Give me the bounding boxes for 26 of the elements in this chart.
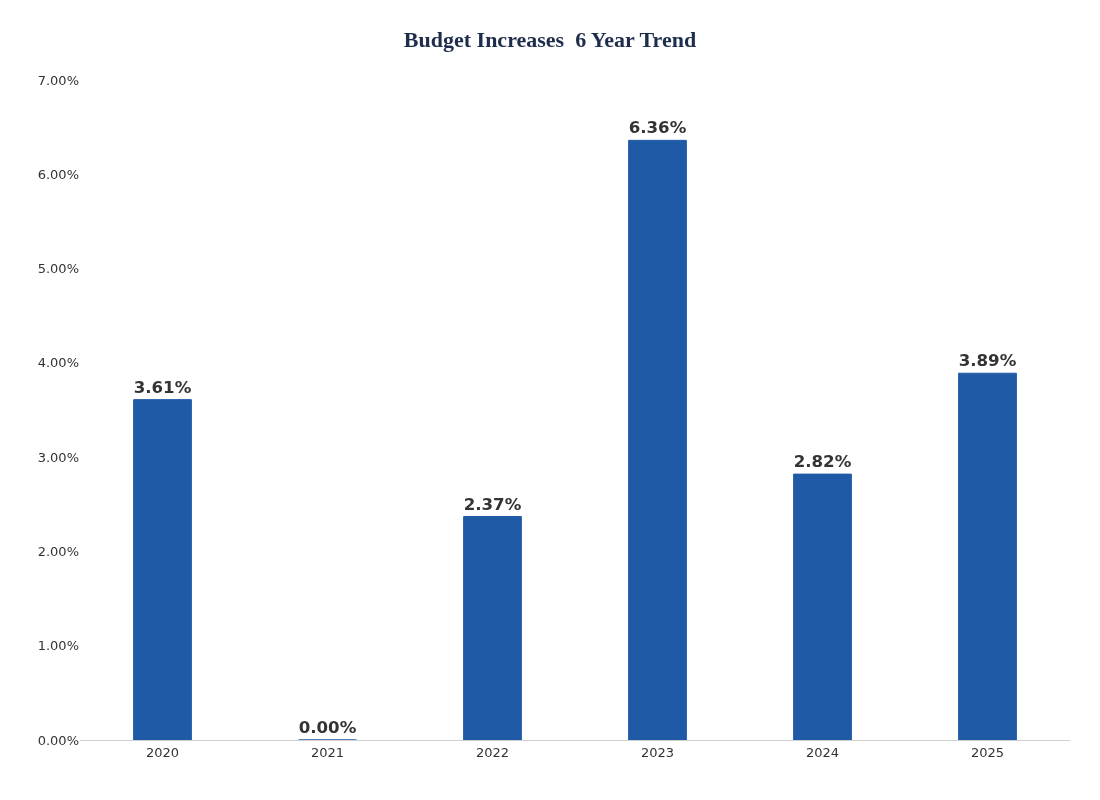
data-label: 6.36% bbox=[628, 118, 687, 138]
bar bbox=[628, 139, 687, 740]
x-tick-label: 2020 bbox=[145, 744, 180, 760]
data-label: 2.37% bbox=[463, 494, 522, 514]
bar bbox=[958, 372, 1017, 740]
data-label: 0.00% bbox=[298, 718, 357, 738]
y-tick-label: 5.00% bbox=[37, 261, 79, 277]
y-tick-label: 6.00% bbox=[37, 166, 79, 182]
bar bbox=[463, 516, 522, 740]
chart-title: Budget Increases 6 Year Trend bbox=[403, 27, 697, 53]
y-tick-label: 4.00% bbox=[37, 355, 79, 371]
data-label: 3.89% bbox=[958, 351, 1017, 371]
bar bbox=[793, 473, 852, 740]
data-label: 3.61% bbox=[133, 377, 192, 397]
y-tick-label: 2.00% bbox=[37, 543, 79, 559]
bar bbox=[133, 399, 192, 740]
x-tick-label: 2021 bbox=[310, 744, 345, 760]
x-tick-label: 2025 bbox=[970, 744, 1005, 760]
x-tick-label: 2024 bbox=[805, 744, 840, 760]
y-tick-label: 1.00% bbox=[37, 638, 79, 654]
y-tick-label: 7.00% bbox=[37, 72, 79, 88]
y-tick-label: 3.00% bbox=[37, 449, 79, 465]
x-tick-label: 2022 bbox=[475, 744, 510, 760]
x-tick-label: 2023 bbox=[640, 744, 675, 760]
data-label: 2.82% bbox=[793, 452, 852, 472]
y-tick-label: 0.00% bbox=[37, 732, 79, 748]
